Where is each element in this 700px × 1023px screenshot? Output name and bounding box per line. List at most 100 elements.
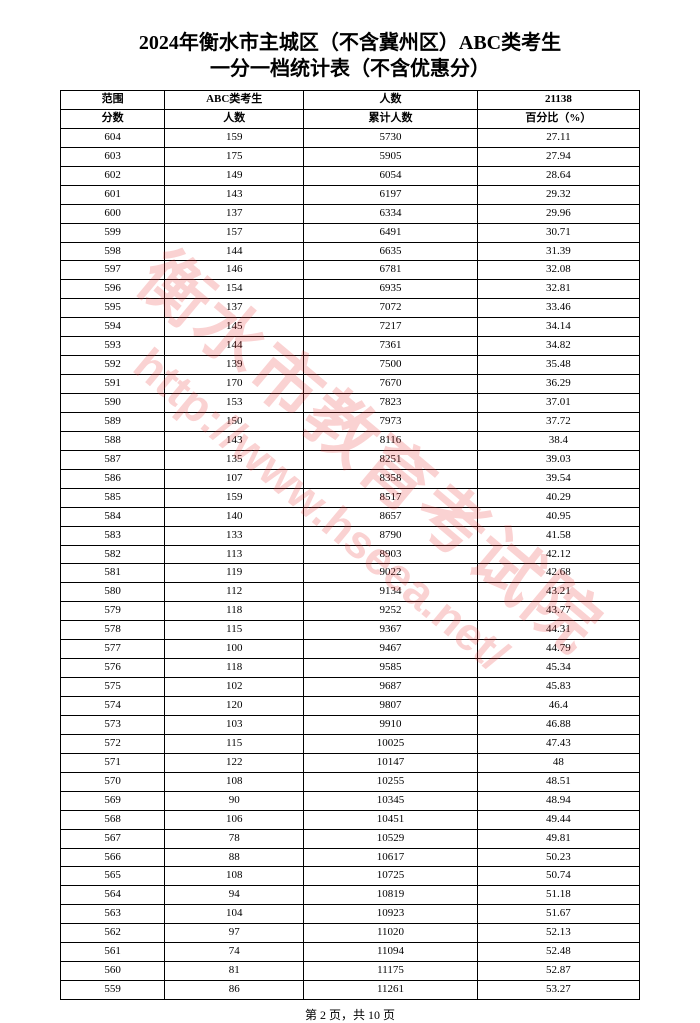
cell-cum: 8116 bbox=[304, 431, 478, 450]
cell-count: 137 bbox=[165, 204, 304, 223]
cell-cum: 7823 bbox=[304, 394, 478, 413]
cell-pct: 48 bbox=[477, 753, 639, 772]
cell-cum: 7361 bbox=[304, 337, 478, 356]
cell-score: 560 bbox=[61, 962, 165, 981]
table-row: 599157649130.71 bbox=[61, 223, 640, 242]
cell-pct: 53.27 bbox=[477, 981, 639, 1000]
cell-cum: 9687 bbox=[304, 678, 478, 697]
hdr-abc: ABC类考生 bbox=[165, 91, 304, 110]
cell-pct: 51.67 bbox=[477, 905, 639, 924]
cell-score: 600 bbox=[61, 204, 165, 223]
cell-score: 582 bbox=[61, 545, 165, 564]
cell-cum: 10923 bbox=[304, 905, 478, 924]
table-row: 595137707233.46 bbox=[61, 299, 640, 318]
cell-count: 170 bbox=[165, 375, 304, 394]
cell-score: 588 bbox=[61, 431, 165, 450]
cell-pct: 34.82 bbox=[477, 337, 639, 356]
cell-cum: 6781 bbox=[304, 261, 478, 280]
cell-pct: 48.51 bbox=[477, 772, 639, 791]
cell-count: 94 bbox=[165, 886, 304, 905]
cell-pct: 44.79 bbox=[477, 640, 639, 659]
cell-score: 579 bbox=[61, 602, 165, 621]
cell-pct: 46.4 bbox=[477, 697, 639, 716]
cell-pct: 37.01 bbox=[477, 394, 639, 413]
cell-pct: 27.94 bbox=[477, 147, 639, 166]
cell-pct: 27.11 bbox=[477, 128, 639, 147]
cell-count: 112 bbox=[165, 583, 304, 602]
cell-score: 591 bbox=[61, 375, 165, 394]
cell-score: 601 bbox=[61, 185, 165, 204]
table-row: 588143811638.4 bbox=[61, 431, 640, 450]
cell-pct: 46.88 bbox=[477, 715, 639, 734]
table-row: 578115936744.31 bbox=[61, 621, 640, 640]
table-row: 562971102052.13 bbox=[61, 924, 640, 943]
cell-cum: 9807 bbox=[304, 697, 478, 716]
cell-cum: 6197 bbox=[304, 185, 478, 204]
cell-cum: 10451 bbox=[304, 810, 478, 829]
cell-pct: 41.58 bbox=[477, 526, 639, 545]
cell-score: 587 bbox=[61, 450, 165, 469]
table-row: 579118925243.77 bbox=[61, 602, 640, 621]
cell-count: 106 bbox=[165, 810, 304, 829]
cell-score: 576 bbox=[61, 659, 165, 678]
cell-cum: 9910 bbox=[304, 715, 478, 734]
table-row: 590153782337.01 bbox=[61, 394, 640, 413]
table-row: 584140865740.95 bbox=[61, 507, 640, 526]
table-row: 561741109452.48 bbox=[61, 943, 640, 962]
cell-pct: 32.08 bbox=[477, 261, 639, 280]
hdr-cumulative: 累计人数 bbox=[304, 109, 478, 128]
cell-score: 569 bbox=[61, 791, 165, 810]
table-row: 5631041092351.67 bbox=[61, 905, 640, 924]
cell-count: 74 bbox=[165, 943, 304, 962]
cell-count: 143 bbox=[165, 431, 304, 450]
cell-score: 597 bbox=[61, 261, 165, 280]
cell-cum: 5730 bbox=[304, 128, 478, 147]
cell-count: 81 bbox=[165, 962, 304, 981]
cell-pct: 45.83 bbox=[477, 678, 639, 697]
table-row: 600137633429.96 bbox=[61, 204, 640, 223]
table-row: 587135825139.03 bbox=[61, 450, 640, 469]
table-row: 576118958545.34 bbox=[61, 659, 640, 678]
cell-count: 103 bbox=[165, 715, 304, 734]
cell-count: 97 bbox=[165, 924, 304, 943]
table-row: 580112913443.21 bbox=[61, 583, 640, 602]
hdr-percent: 百分比（%） bbox=[477, 109, 639, 128]
cell-score: 599 bbox=[61, 223, 165, 242]
table-row: 582113890342.12 bbox=[61, 545, 640, 564]
cell-count: 137 bbox=[165, 299, 304, 318]
table-row: 569901034548.94 bbox=[61, 791, 640, 810]
table-row: 598144663531.39 bbox=[61, 242, 640, 261]
cell-score: 566 bbox=[61, 848, 165, 867]
page-footer: 第 2 页，共 10 页 bbox=[60, 1006, 640, 1023]
cell-cum: 10147 bbox=[304, 753, 478, 772]
table-row: 560811117552.87 bbox=[61, 962, 640, 981]
cell-score: 570 bbox=[61, 772, 165, 791]
hdr-score: 分数 bbox=[61, 109, 165, 128]
cell-score: 565 bbox=[61, 867, 165, 886]
score-table: 范围 ABC类考生 人数 21138 分数 人数 累计人数 百分比（%） 604… bbox=[60, 90, 640, 1000]
cell-cum: 9367 bbox=[304, 621, 478, 640]
cell-cum: 9467 bbox=[304, 640, 478, 659]
cell-pct: 42.68 bbox=[477, 564, 639, 583]
cell-cum: 10819 bbox=[304, 886, 478, 905]
cell-pct: 29.32 bbox=[477, 185, 639, 204]
cell-score: 595 bbox=[61, 299, 165, 318]
cell-count: 115 bbox=[165, 621, 304, 640]
cell-score: 583 bbox=[61, 526, 165, 545]
cell-pct: 43.21 bbox=[477, 583, 639, 602]
cell-pct: 45.34 bbox=[477, 659, 639, 678]
cell-cum: 6491 bbox=[304, 223, 478, 242]
cell-cum: 8790 bbox=[304, 526, 478, 545]
title-line-1: 2024年衡水市主城区（不含冀州区）ABC类考生 bbox=[60, 30, 640, 56]
cell-cum: 9585 bbox=[304, 659, 478, 678]
cell-pct: 47.43 bbox=[477, 734, 639, 753]
cell-count: 86 bbox=[165, 981, 304, 1000]
cell-score: 596 bbox=[61, 280, 165, 299]
table-row: 5721151002547.43 bbox=[61, 734, 640, 753]
cell-pct: 28.64 bbox=[477, 166, 639, 185]
cell-pct: 48.94 bbox=[477, 791, 639, 810]
table-row: 573103991046.88 bbox=[61, 715, 640, 734]
table-row: 593144736134.82 bbox=[61, 337, 640, 356]
cell-cum: 9252 bbox=[304, 602, 478, 621]
cell-cum: 11261 bbox=[304, 981, 478, 1000]
